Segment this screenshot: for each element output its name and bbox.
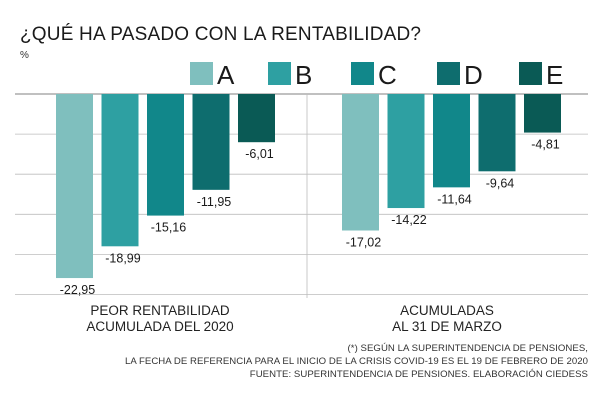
data-label-a-group-1: -22,95 bbox=[60, 283, 95, 297]
legend-swatch-d bbox=[437, 62, 460, 85]
data-label-e-group-2: -4,81 bbox=[531, 138, 560, 152]
legend: A B C D E bbox=[190, 60, 563, 90]
legend-swatch-a bbox=[190, 62, 213, 85]
data-label-c-group-1: -15,16 bbox=[151, 221, 186, 235]
legend-label-d: D bbox=[464, 60, 483, 90]
legend-swatch-c bbox=[351, 62, 374, 85]
bar-d-group-1 bbox=[192, 94, 230, 190]
legend-swatch-e bbox=[519, 62, 542, 85]
bar-d-group-2 bbox=[478, 94, 516, 172]
category-label-1-line-2: ACUMULADA DEL 2020 bbox=[86, 319, 233, 334]
data-labels: -22,95 -17,02 -18,99 -14,22 -15,16 -11,64 -11,… bbox=[60, 138, 560, 297]
bar-c-group-1 bbox=[147, 94, 184, 216]
bar-e-group-1 bbox=[238, 94, 275, 143]
category-label-1-line-1: PEOR RENTABILIDAD bbox=[90, 303, 230, 318]
bar-a-group-2 bbox=[342, 94, 379, 231]
bar-e-group-2 bbox=[524, 94, 561, 133]
legend-swatch-b bbox=[268, 62, 291, 85]
footnote-2: LA FECHA DE REFERENCIA PARA EL INICIO DE… bbox=[124, 356, 588, 367]
data-label-c-group-2: -11,64 bbox=[437, 192, 472, 206]
category-label-2-line-2: AL 31 DE MARZO bbox=[392, 319, 502, 334]
category-label-2-line-1: ACUMULADAS bbox=[400, 303, 494, 318]
chart-title: ¿QUÉ HA PASADO CON LA RENTABILIDAD? bbox=[20, 24, 422, 45]
data-label-b-group-1: -18,99 bbox=[105, 251, 140, 265]
bar-a-group-1 bbox=[56, 94, 93, 279]
data-label-a-group-2: -17,02 bbox=[346, 236, 381, 250]
data-label-d-group-2: -9,64 bbox=[486, 176, 515, 190]
unit-label: % bbox=[20, 50, 29, 61]
data-label-e-group-1: -6,01 bbox=[245, 147, 274, 161]
bar-c-group-2 bbox=[433, 94, 470, 188]
legend-label-b: B bbox=[295, 60, 312, 90]
legend-label-e: E bbox=[546, 60, 563, 90]
data-label-d-group-1: -11,95 bbox=[197, 195, 232, 209]
bar-b-group-2 bbox=[387, 94, 425, 209]
legend-label-a: A bbox=[217, 60, 235, 90]
data-label-b-group-2: -14,22 bbox=[391, 213, 426, 227]
footnote-1: (*) SEGÚN LA SUPERINTENDENCIA DE PENSION… bbox=[347, 343, 588, 354]
bars bbox=[56, 94, 561, 279]
legend-label-c: C bbox=[378, 60, 397, 90]
footnote-3: FUENTE: SUPERINTENDENCIA DE PENSIONES. E… bbox=[249, 369, 588, 380]
bar-b-group-1 bbox=[101, 94, 139, 247]
